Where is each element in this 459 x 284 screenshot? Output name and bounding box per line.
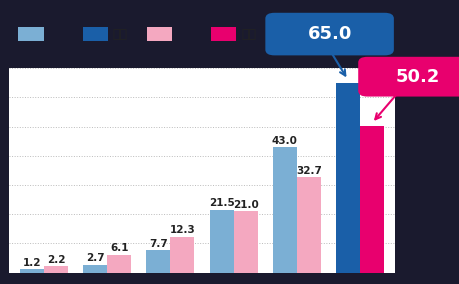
Text: 7.7: 7.7: [149, 239, 168, 249]
Bar: [336, 83, 360, 273]
FancyBboxPatch shape: [83, 27, 108, 41]
FancyBboxPatch shape: [211, 27, 236, 41]
Bar: [234, 211, 257, 273]
Text: 32.7: 32.7: [296, 166, 322, 176]
Text: 女性: 女性: [241, 28, 256, 41]
Text: 2.7: 2.7: [86, 253, 105, 263]
Text: 21.5: 21.5: [209, 199, 235, 208]
Bar: [146, 250, 170, 273]
Bar: [44, 266, 68, 273]
Bar: [297, 177, 321, 273]
Text: 6.1: 6.1: [110, 243, 129, 253]
Bar: [273, 147, 297, 273]
Text: 21.0: 21.0: [233, 200, 258, 210]
Bar: [83, 265, 107, 273]
Text: 50.2: 50.2: [396, 68, 440, 86]
Text: 1.2: 1.2: [22, 258, 41, 268]
Bar: [107, 255, 131, 273]
Text: 43.0: 43.0: [272, 135, 298, 146]
Text: 男性: 男性: [112, 28, 128, 41]
Text: 2.2: 2.2: [47, 255, 65, 265]
Bar: [360, 126, 384, 273]
Bar: [210, 210, 234, 273]
FancyBboxPatch shape: [358, 57, 459, 97]
Bar: [20, 269, 44, 273]
FancyBboxPatch shape: [147, 27, 172, 41]
Text: 12.3: 12.3: [169, 225, 195, 235]
FancyBboxPatch shape: [265, 13, 394, 55]
Text: 65.0: 65.0: [308, 25, 352, 43]
FancyBboxPatch shape: [18, 27, 44, 41]
Bar: [170, 237, 194, 273]
